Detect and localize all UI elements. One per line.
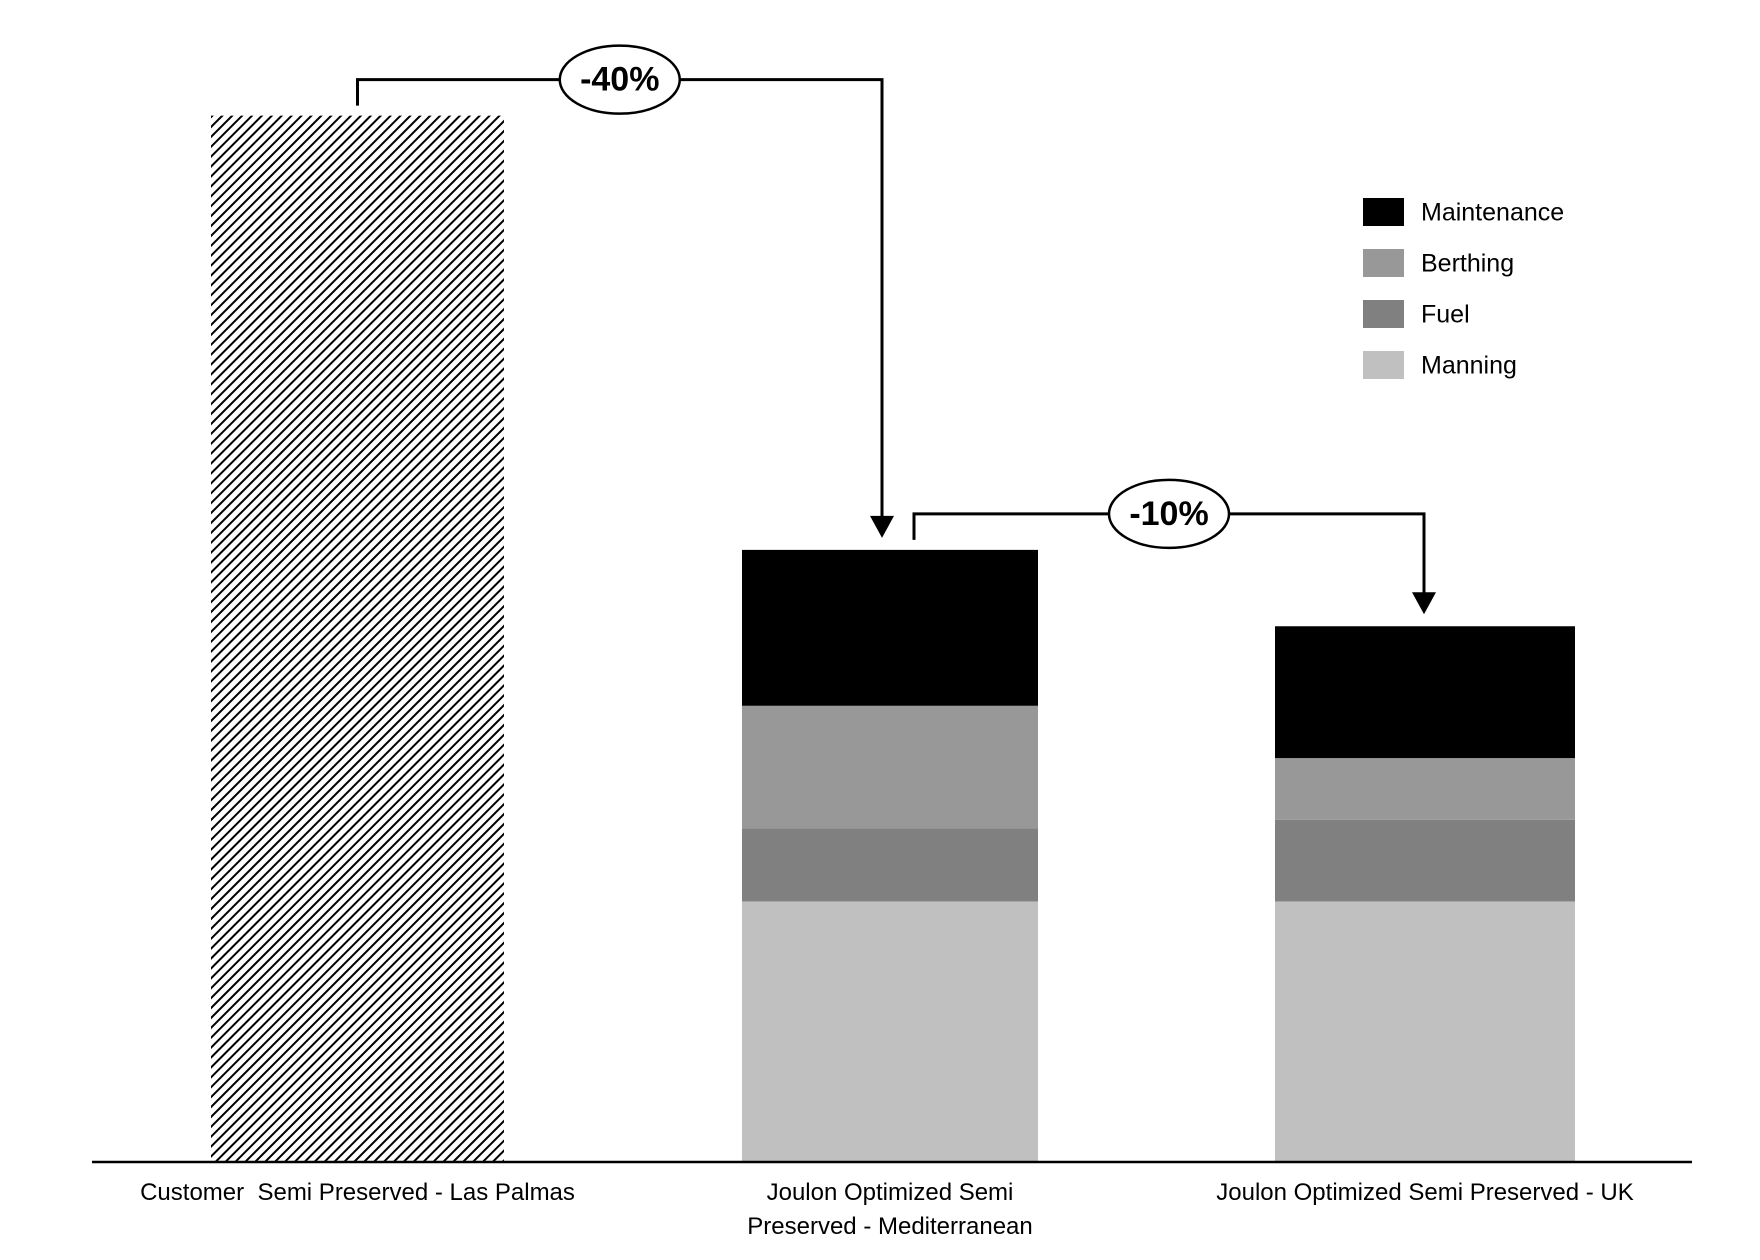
legend-swatch [1363,249,1404,277]
bar-segment [1275,758,1575,820]
legend-swatch [1363,198,1404,226]
bar-segment [1275,626,1575,759]
annotation-bubble [1107,478,1231,550]
arrow-head [870,515,894,538]
legend-swatch [1363,300,1404,328]
arrow-head [1412,592,1436,615]
legend-swatch [1363,351,1404,379]
legend-label: Manning [1421,352,1517,380]
legend-label: Berthing [1421,250,1514,278]
bar-segment [742,705,1038,829]
bar-segment [742,828,1038,902]
x-tick-label: Joulon Optimized Semi Preserved - UK [1216,1179,1634,1206]
legend-label: Maintenance [1421,199,1564,227]
annotation-label: -40% [580,61,659,99]
x-tick-label: Joulon Optimized Semi Preserved - Medite… [747,1179,1033,1240]
annotation-label: -10% [1129,495,1208,533]
annotation-bubble [558,44,681,115]
hatched-bar [211,115,504,1163]
bar-segment [1275,819,1575,902]
legend-label: Fuel [1421,301,1470,329]
x-tick-label: Customer Semi Preserved - Las Palmas [140,1179,575,1206]
bar-segment [742,901,1038,1162]
bar-segment [742,549,1038,706]
bar-segment [1275,901,1575,1162]
